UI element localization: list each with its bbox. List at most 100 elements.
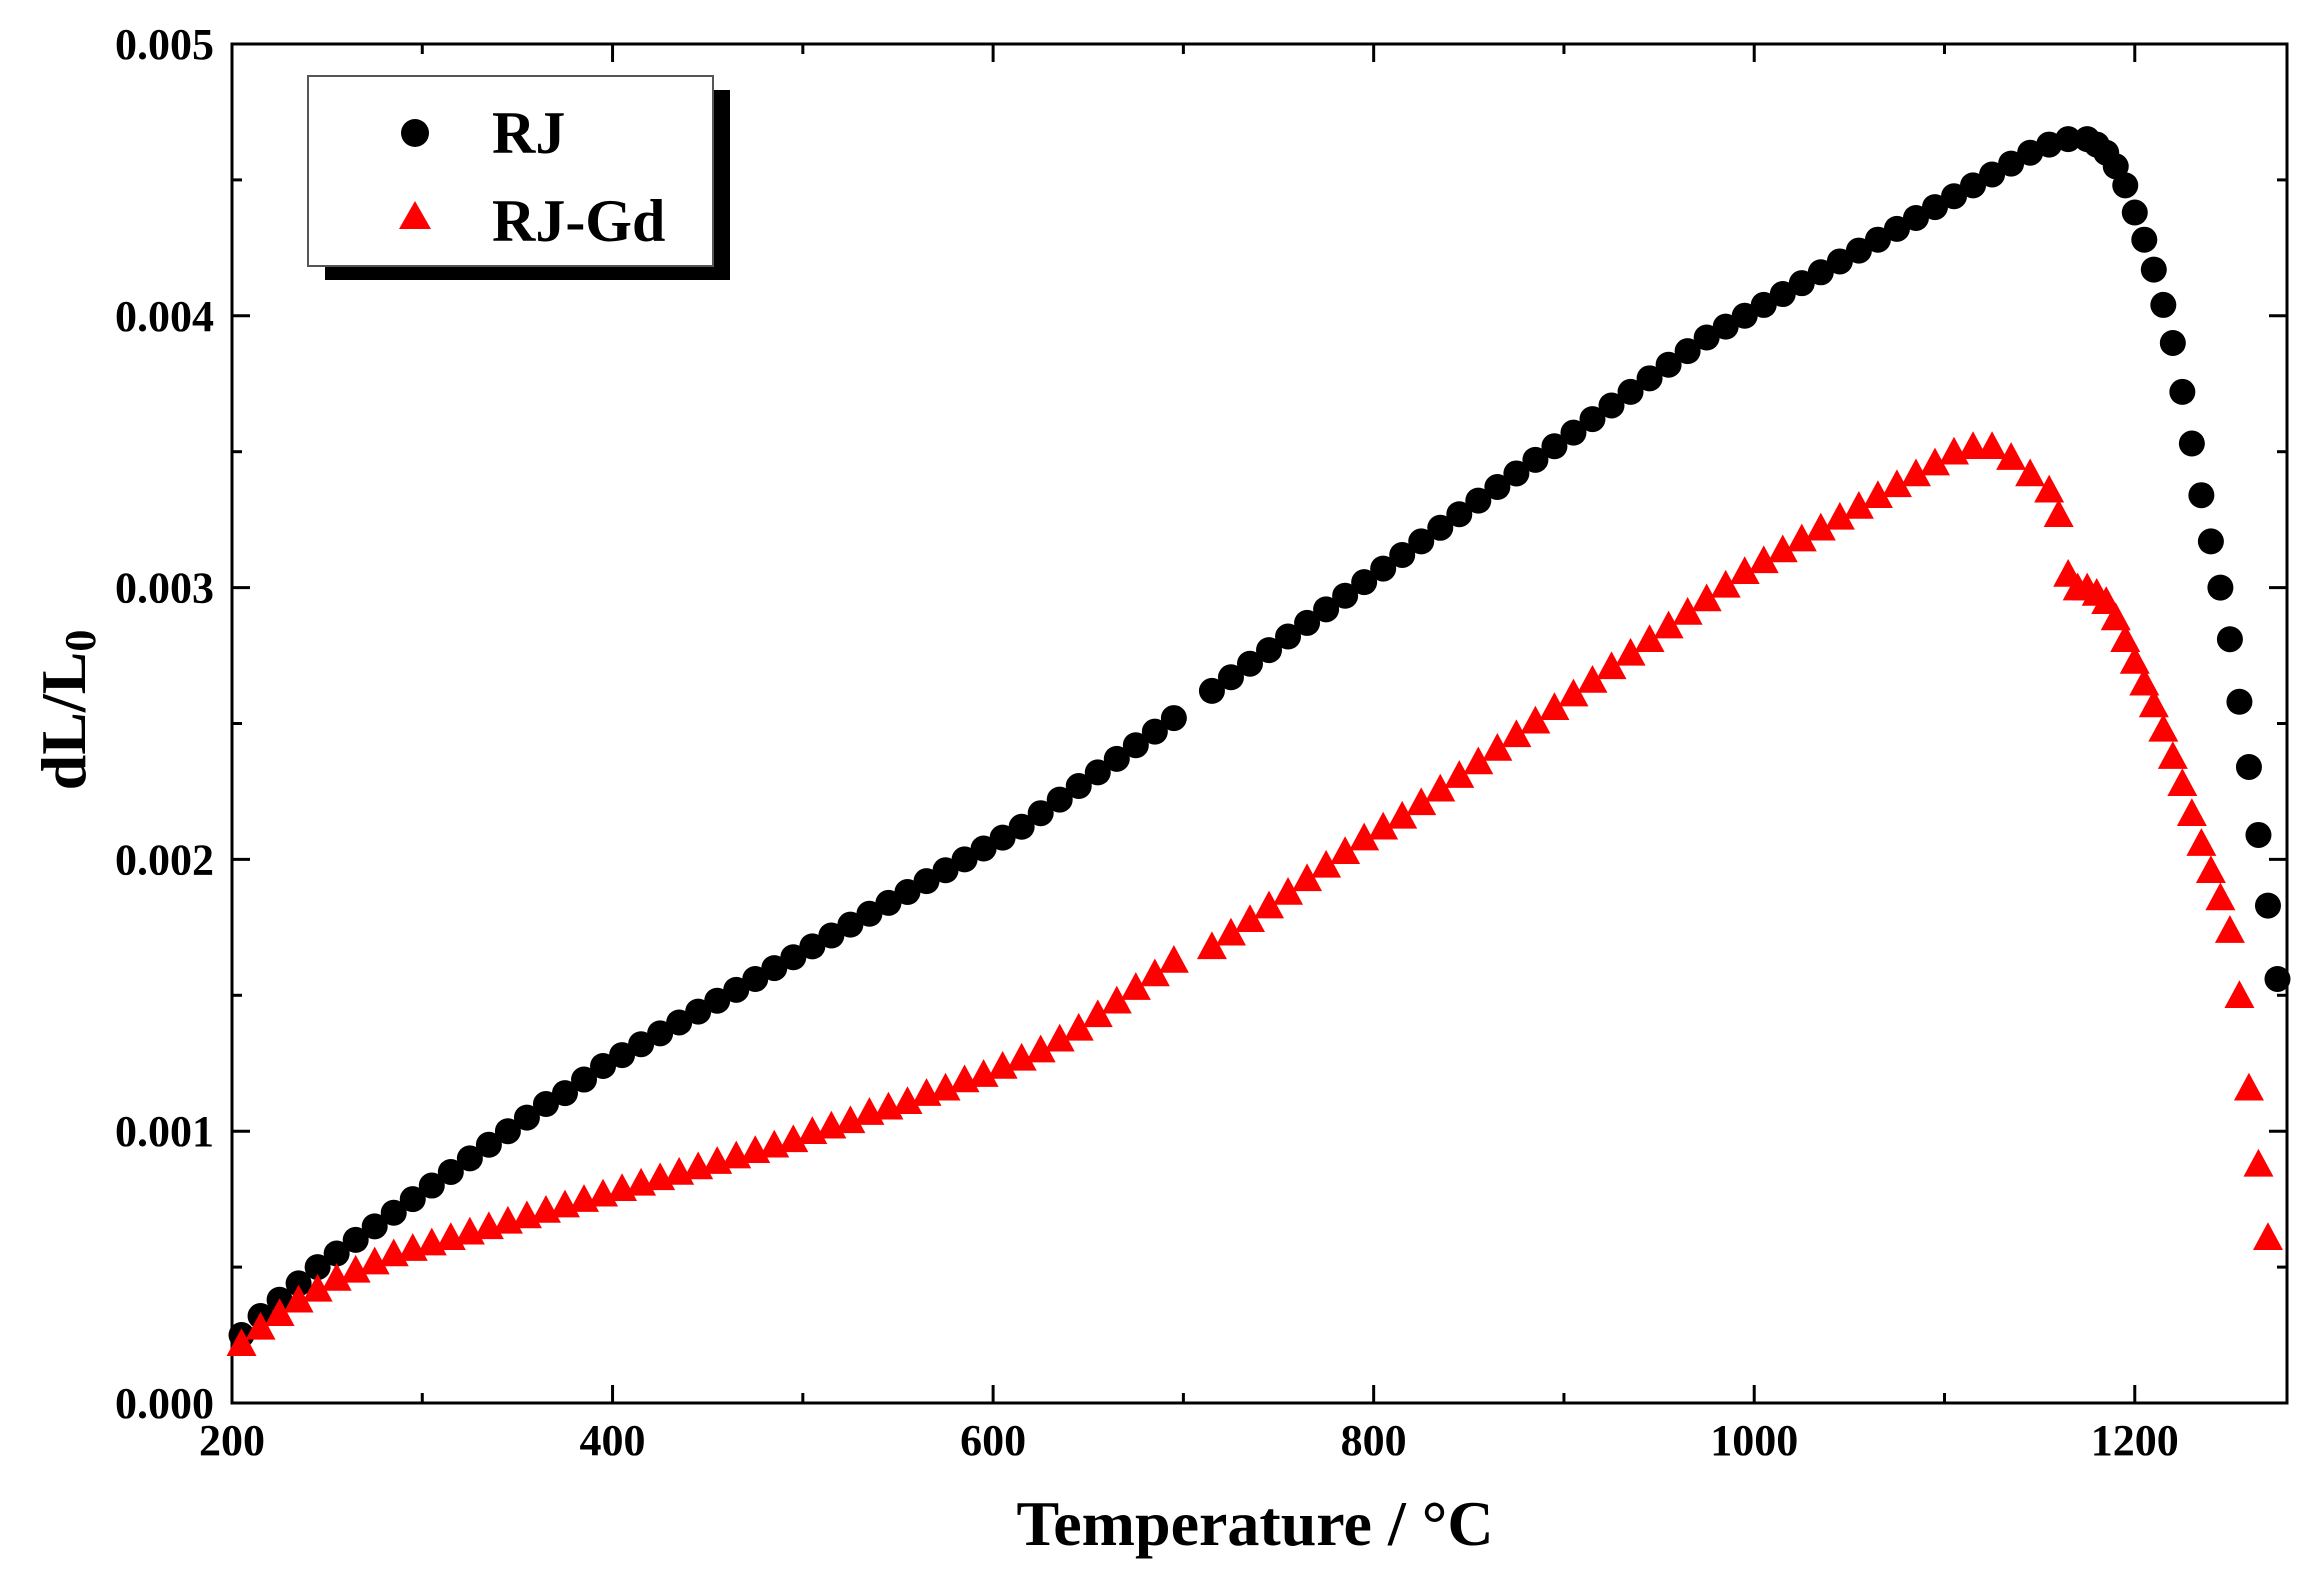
data-point-rj: [1446, 501, 1473, 528]
data-point-rj-gd: [283, 1284, 314, 1313]
data-point-rj: [2264, 965, 2291, 992]
data-point-rj: [2169, 378, 2196, 405]
data-point-rj-gd: [1101, 985, 1132, 1014]
data-point-rj-gd: [2186, 828, 2217, 856]
data-point-rj-gd: [1615, 637, 1646, 666]
data-point-rj-gd: [2224, 980, 2255, 1009]
data-point-rj: [1617, 378, 1644, 405]
data-point-rj-gd: [1120, 972, 1151, 1000]
data-point-rj-gd: [2205, 882, 2236, 911]
data-point-rj: [1294, 609, 1321, 636]
data-point-rj-gd: [302, 1273, 333, 1302]
data-point-rj: [951, 846, 978, 873]
data-point-rj: [571, 1066, 598, 1093]
data-point-rj-gd: [321, 1262, 352, 1291]
y-tick-label: 0.004: [115, 292, 214, 341]
y-tick-label: 0.001: [115, 1107, 214, 1156]
y-axis-title: dL/L0: [28, 630, 105, 791]
data-point-rj: [1788, 270, 1815, 297]
data-point-rj-gd: [226, 1328, 257, 1356]
data-point-rj: [1046, 786, 1073, 813]
data-point-rj-gd: [1063, 1012, 1094, 1041]
data-point-rj-gd: [2252, 1222, 2283, 1250]
data-point-rj: [551, 1080, 578, 1107]
data-point-rj: [1027, 800, 1054, 827]
x-tick-label: 1000: [1710, 1416, 1798, 1465]
data-point-rj: [894, 879, 921, 906]
data-point-rj-gd: [1767, 534, 1798, 563]
data-point-rj: [2188, 482, 2215, 509]
data-point-rj-gd: [2138, 689, 2169, 718]
data-point-rj: [1636, 365, 1663, 392]
data-point-rj-gd: [1349, 822, 1380, 851]
data-point-rj: [1560, 419, 1587, 446]
data-point-rj-gd: [1520, 705, 1551, 734]
data-point-rj: [1674, 338, 1701, 365]
data-point-rj-gd: [892, 1086, 923, 1115]
series-rj-gd: [226, 431, 2283, 1356]
data-point-rj: [1731, 302, 1758, 329]
x-axis-title: Temperature / °C: [1016, 1488, 1493, 1559]
data-point-rj: [1769, 281, 1796, 308]
data-point-rj-gd: [245, 1311, 276, 1340]
data-point-rj: [742, 965, 769, 992]
data-point-rj-gd: [1463, 746, 1494, 775]
data-point-rj-gd: [1444, 760, 1475, 788]
data-point-rj-gd: [1501, 719, 1532, 748]
data-point-rj: [1655, 351, 1682, 378]
legend-box: [307, 75, 714, 267]
data-point-rj: [989, 824, 1016, 851]
data-point-rj: [1065, 773, 1092, 800]
data-point-rj-gd: [1958, 431, 1989, 460]
data-point-rj-gd: [778, 1124, 809, 1153]
data-point-rj: [913, 868, 940, 895]
data-point-rj: [856, 900, 883, 927]
data-point-rj: [1408, 528, 1435, 555]
data-point-rj-gd: [2167, 768, 2198, 797]
data-point-rj: [2112, 172, 2139, 199]
data-point-rj: [323, 1240, 350, 1267]
data-point-rj-gd: [1577, 665, 1608, 693]
data-point-rj: [1427, 514, 1454, 541]
data-point-rj: [1008, 813, 1035, 840]
data-point-rj: [399, 1186, 426, 1213]
data-point-rj: [685, 998, 712, 1025]
data-point-rj: [1370, 555, 1397, 582]
y-tick-label: 0.002: [115, 835, 214, 884]
data-point-rj-gd: [1158, 944, 1189, 973]
series-markers: [226, 126, 2291, 1356]
y-tick-label: 0.003: [115, 564, 214, 613]
data-point-rj-gd: [1919, 447, 1950, 476]
data-point-rj: [437, 1158, 464, 1185]
data-point-rj-gd: [1044, 1023, 1075, 1052]
data-point-rj-gd: [1234, 904, 1265, 932]
data-point-rj: [647, 1020, 674, 1047]
data-point-rj: [1541, 433, 1568, 460]
data-point-rj-gd: [2243, 1148, 2274, 1177]
data-point-rj-gd: [1900, 458, 1931, 487]
data-point-rj-gd: [1254, 890, 1285, 919]
data-point-rj: [666, 1009, 693, 1036]
data-point-rj: [1902, 204, 1929, 231]
data-point-rj-gd: [1843, 491, 1874, 519]
data-point-rj: [1807, 259, 1834, 286]
data-point-rj-gd: [1425, 773, 1456, 802]
data-point-rj-gd: [1006, 1042, 1037, 1071]
data-point-rj: [1275, 623, 1302, 650]
data-point-rj-gd: [2119, 645, 2150, 674]
data-point-rj: [1979, 161, 2006, 188]
data-point-rj-gd: [1881, 469, 1912, 498]
data-point-rj: [418, 1172, 445, 1199]
data-point-rj-gd: [930, 1072, 961, 1101]
data-point-rj: [932, 857, 959, 884]
legend-marker-rj-gd: [399, 201, 431, 229]
data-point-rj-gd: [1748, 545, 1779, 574]
data-point-rj-gd: [1025, 1034, 1056, 1063]
y-axis-title-subscript: 0: [56, 630, 105, 652]
data-point-rj: [875, 889, 902, 916]
data-point-rj-gd: [1996, 442, 2027, 470]
data-point-rj: [1141, 718, 1168, 745]
data-point-rj-gd: [1729, 556, 1760, 585]
data-point-rj: [285, 1270, 312, 1297]
